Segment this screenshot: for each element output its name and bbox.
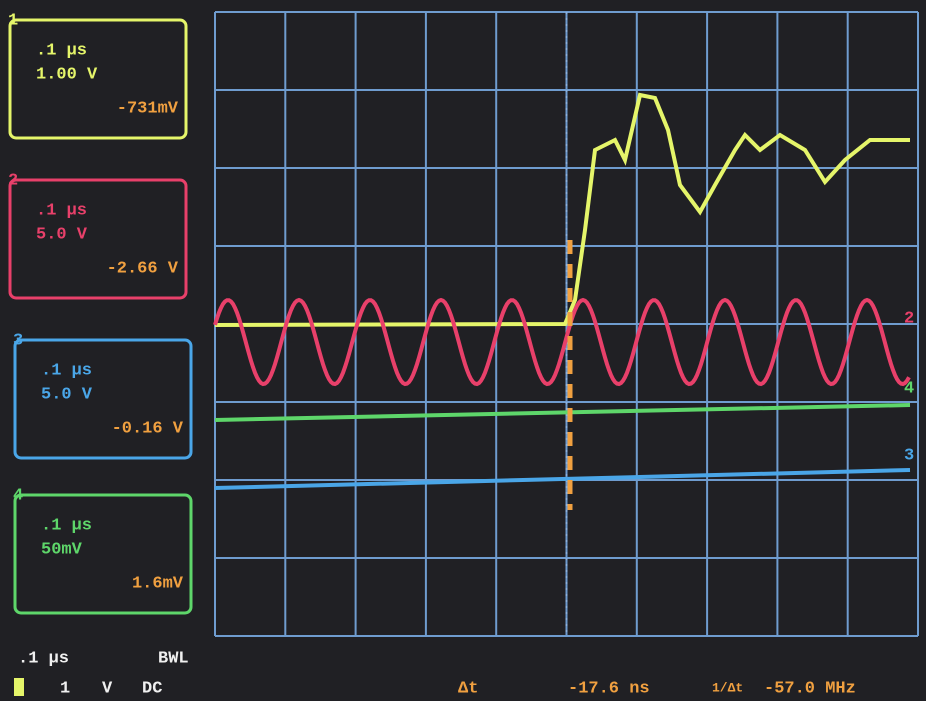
- status-coupling: DC: [142, 679, 162, 698]
- trigger-icon: [14, 678, 24, 696]
- trace-marker: 4: [904, 379, 914, 398]
- delta-label: Δt: [458, 679, 478, 698]
- delta-value: -17.6 ns: [568, 679, 650, 698]
- channel-offset: 1.6mV: [132, 574, 184, 593]
- channel-timebase: .1 µs: [36, 41, 87, 60]
- status-timebase: .1 µs: [18, 649, 69, 668]
- status-trigger-source: 1: [60, 679, 70, 698]
- channel-offset: -2.66 V: [107, 259, 179, 278]
- trace-marker: 2: [904, 309, 914, 328]
- channel-offset: -0.16 V: [112, 419, 184, 438]
- channel-timebase: .1 µs: [36, 201, 87, 220]
- channel-scale: 5.0 V: [41, 385, 93, 404]
- channel-scale: 5.0 V: [36, 225, 88, 244]
- channel-number: 1: [8, 11, 18, 30]
- channel-timebase: .1 µs: [41, 361, 92, 380]
- channel-timebase: .1 µs: [41, 516, 92, 535]
- channel-scale: 1.00 V: [36, 65, 98, 84]
- channel-number: 2: [8, 171, 18, 190]
- freq-label: 1/Δt: [712, 680, 743, 695]
- freq-value: -57.0 MHz: [764, 679, 856, 698]
- channel-offset: -731mV: [117, 99, 179, 118]
- channel-scale: 50mV: [41, 540, 83, 559]
- status-trigger-unit: V: [102, 679, 113, 698]
- scope-screen: 1 .1 µs 1.00 V -731mV 2 .1 µs 5.0 V -2.66 V 2 3 .1…: [0, 0, 926, 701]
- channel-number: 4: [13, 486, 23, 505]
- channel-number: 3: [13, 331, 23, 350]
- status-bandwidth: BWL: [158, 649, 189, 668]
- trace-marker: 3: [904, 446, 914, 465]
